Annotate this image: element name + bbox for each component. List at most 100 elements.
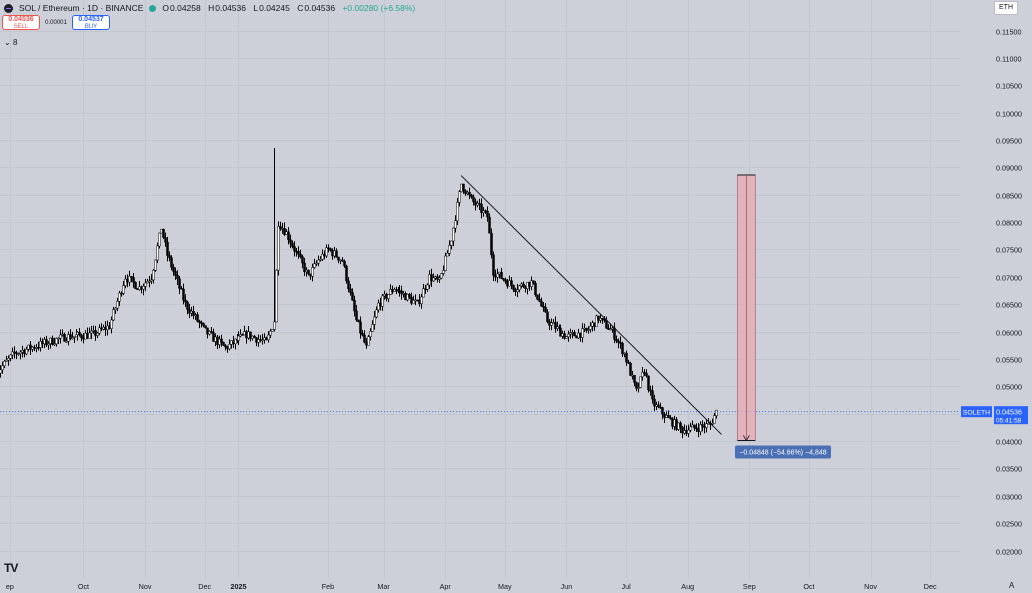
candle-body [436,276,439,280]
candle-body [683,430,686,434]
buy-button[interactable]: 0.04537 BUY [72,15,110,30]
close-value: 0.04536 [304,3,336,13]
candle-body [508,280,511,287]
candle-body [514,289,517,293]
y-tick-label: 0.11500 [996,28,1021,37]
candle-body [418,299,421,304]
candle-body [534,282,537,296]
candle-body [11,351,14,356]
trendline[interactable] [460,175,722,435]
y-tick-label: 0.02000 [996,548,1022,557]
candle-body [691,424,694,428]
candle-body [277,226,280,271]
candle-body [693,424,696,429]
candle-body [673,419,676,427]
candle-body [343,260,346,267]
tradingview-logo[interactable]: TV [4,561,18,575]
candle-body [532,280,535,284]
candle-body [15,352,18,355]
y-tick-label: 0.06500 [996,301,1022,310]
candle-body [400,290,403,294]
candle-body [267,334,270,341]
candle-body [178,278,181,289]
candle-body [504,279,507,282]
y-tick-label: 0.07000 [996,274,1022,283]
candle-body [611,327,614,330]
candle-body [645,373,648,377]
candle-body [13,351,16,354]
x-tick-label: May [498,582,512,591]
candle-body [639,376,642,388]
candle-body [679,422,682,428]
candle-body [130,276,133,278]
candle-body [166,241,169,256]
y-tick-label: 0.06000 [996,329,1022,338]
candle-body [259,339,262,341]
candle-body [420,296,423,304]
candle-body [287,231,290,241]
candle-body [281,228,284,230]
candle-body [500,271,503,279]
candle-body [619,342,622,344]
auto-scale-button[interactable]: A [1009,581,1015,590]
candle-body [512,285,515,290]
indicators-toggle[interactable]: ⌄ 8 [4,38,17,47]
candle-body [331,250,334,257]
candle-body [510,280,513,286]
candle-body [430,274,433,282]
candle-body [106,325,109,331]
buy-label: BUY [84,23,98,30]
candle-body [102,326,105,330]
candle-body [311,267,314,277]
candle-body [71,337,74,340]
candle-body [170,257,173,268]
candle-body [450,240,453,246]
market-status-icon [149,4,157,12]
candle-body [492,254,495,276]
candle-body [31,346,34,350]
candle-body [484,210,487,212]
candle-body [689,426,692,431]
sell-button[interactable]: 0.04536 SELL [2,15,40,30]
measure-label: −0.04848 (−54.66%) −4,848 [739,449,826,456]
candle-body [333,250,336,257]
candle-body [247,331,250,339]
candle-body [275,269,278,323]
candle-body [47,343,50,346]
candle-body [627,361,630,364]
candle-body [110,319,113,329]
currency-selector[interactable]: ETH [994,1,1018,15]
buy-price: 0.04537 [78,16,104,23]
candle-body [239,334,242,337]
candle-body [114,307,117,311]
candle-body [669,417,672,419]
candle-body [480,204,483,213]
candle-body [482,210,485,213]
candle-body [357,319,360,322]
candle-body [88,332,91,339]
candle-body [329,248,332,251]
x-tick-label: 2025 [230,582,246,591]
candle-body [446,253,449,257]
candle-body [373,316,376,325]
candle-body [422,288,425,298]
candle-body [78,331,81,336]
y-tick-label: 0.10500 [996,82,1022,91]
candle-body [353,299,356,312]
candle-body [53,343,56,346]
y-tick-label: 0.03000 [996,493,1022,502]
symbol-title[interactable]: SOL / Ethereum · 1D · BINANCE [19,3,144,13]
y-tick-label: 0.09500 [996,137,1022,146]
candle-body [647,375,650,391]
candle-body [472,196,475,203]
candle-body [705,423,708,428]
x-tick-label: Nov [139,582,152,591]
candle-body [337,256,340,261]
candle-body [416,299,419,302]
candle-body [365,341,368,346]
candle-body [383,293,386,297]
candle-body [490,232,493,256]
candle-body [132,277,135,283]
candle-body [563,333,566,339]
